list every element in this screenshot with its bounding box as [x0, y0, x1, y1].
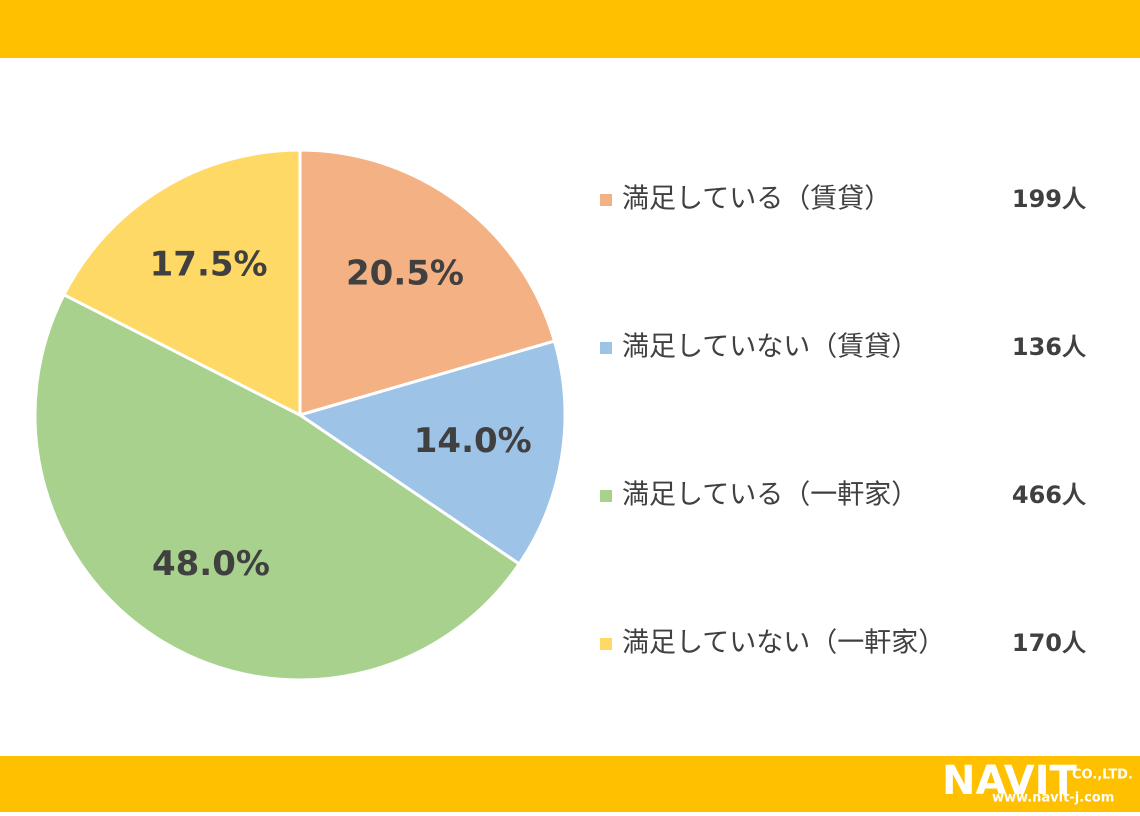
data-label: 20.5%	[346, 254, 464, 294]
pie-slice	[33, 292, 522, 682]
legend-swatch	[600, 638, 612, 650]
legend-label: 満足していない（一軒家）	[622, 628, 945, 659]
legend-swatch	[600, 194, 612, 206]
bottom-band	[0, 756, 1140, 812]
legend-count: 466人	[1012, 481, 1086, 509]
legend-swatch	[600, 342, 612, 354]
pie-slice	[61, 148, 302, 418]
pie-slice	[298, 148, 557, 417]
legend-label: 満足している（一軒家）	[622, 480, 918, 511]
pie: 20.5% 14.0% 48.0% 17.5%	[33, 148, 567, 682]
logo-suffix: CO.,LTD.	[1072, 768, 1133, 783]
legend-count: 199人	[1012, 185, 1086, 213]
legend-count: 136人	[1012, 333, 1086, 361]
data-label: 14.0%	[414, 421, 532, 461]
top-band	[0, 0, 1140, 58]
logo-url: www.navit-j.com	[992, 791, 1114, 806]
data-label: 17.5%	[150, 244, 268, 284]
legend-label: 満足していない（賃貸）	[622, 332, 918, 363]
legend-swatch	[600, 490, 612, 502]
pie-slice	[296, 339, 567, 567]
legend-count: 170人	[1012, 629, 1086, 657]
logo: NAVIT	[942, 758, 1078, 804]
data-label: 48.0%	[152, 544, 270, 584]
legend-label: 満足している（賃貸）	[622, 184, 891, 215]
